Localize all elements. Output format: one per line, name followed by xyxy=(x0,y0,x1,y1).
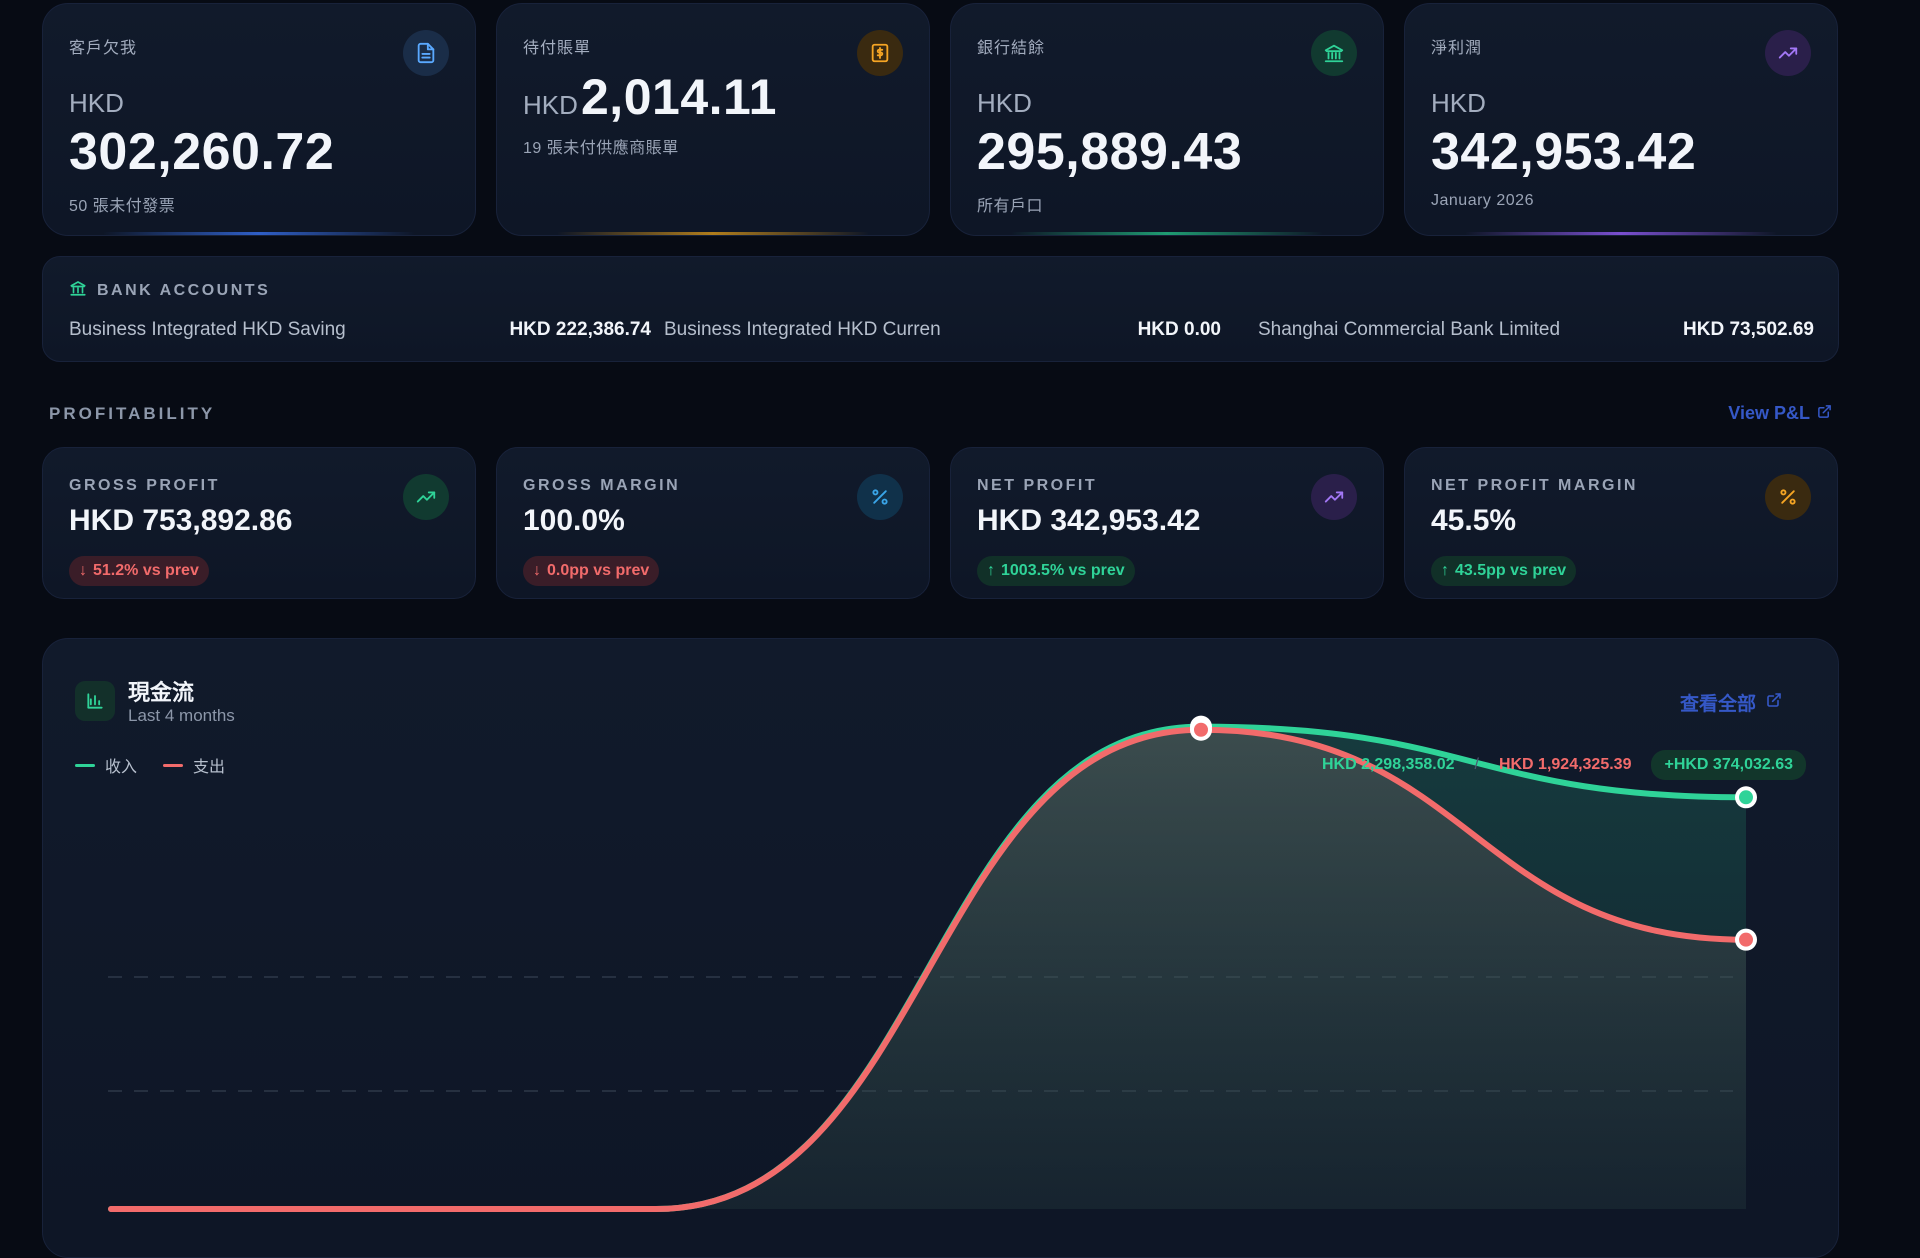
stat-currency: HKD xyxy=(523,90,578,120)
bank-icon xyxy=(69,279,87,302)
bank-account-row[interactable]: Shanghai Commercial Bank Limited HKD 73,… xyxy=(1258,317,1814,343)
percent-icon xyxy=(1765,474,1811,520)
legend-label: 收入 xyxy=(105,759,138,776)
stat-label: 客戶欠我 xyxy=(69,40,138,57)
net-cashflow-badge: +HKD 374,032.63 xyxy=(1651,750,1806,780)
bar-chart-icon xyxy=(75,681,115,721)
bank-icon xyxy=(1311,30,1357,76)
stat-label: 待付賬單 xyxy=(523,40,592,57)
bank-account-name: Shanghai Commercial Bank Limited xyxy=(1258,319,1561,340)
external-link-icon xyxy=(1817,403,1832,424)
cashflow-totals: HKD 2,298,358.02 / HKD 1,924,325.39 +HKD… xyxy=(1322,750,1806,780)
stat-subtext: 所有戶口 xyxy=(977,198,1044,215)
arrow-up-icon: ↑ xyxy=(1441,562,1449,579)
profit-label: GROSS MARGIN xyxy=(523,477,681,494)
stat-label: 淨利潤 xyxy=(1431,40,1483,57)
stat-value: 342,953.42 xyxy=(1431,123,1697,181)
arrow-up-icon: ↑ xyxy=(987,562,995,579)
bank-account-name: Business Integrated HKD Saving xyxy=(69,319,346,340)
cashflow-title: 現金流 xyxy=(128,680,195,705)
cashflow-chart xyxy=(108,715,1757,1212)
arrow-down-icon: ↓ xyxy=(79,562,87,579)
profit-value: 45.5% xyxy=(1431,504,1517,537)
profit-value: 100.0% xyxy=(523,504,625,537)
bank-accounts-title: BANK ACCOUNTS xyxy=(97,281,271,299)
profit-value: HKD 753,892.86 xyxy=(69,504,293,537)
legend-item-expense[interactable]: 支出 xyxy=(163,753,225,777)
legend-label: 支出 xyxy=(193,759,226,776)
bank-account-row[interactable]: Business Integrated HKD Saving HKD 222,3… xyxy=(69,317,651,343)
change-text: 0.0pp vs prev xyxy=(547,562,650,579)
change-badge: ↑ 1003.5% vs prev xyxy=(977,556,1135,586)
cashflow-subtitle: Last 4 months xyxy=(128,706,235,725)
change-text: 1003.5% vs prev xyxy=(1001,562,1125,579)
expense-point xyxy=(1194,722,1208,737)
stat-card-receivables[interactable]: 客戶欠我 HKD 302,260.72 50 張未付發票 xyxy=(42,3,476,236)
legend-item-income[interactable]: 收入 xyxy=(75,753,137,777)
chart-legend: 收入 支出 xyxy=(75,753,225,777)
profit-card-gross-profit[interactable]: GROSS PROFIT HKD 753,892.86 ↓ 51.2% vs p… xyxy=(42,447,476,599)
trend-up-icon xyxy=(1765,30,1811,76)
view-all-label: 查看全部 xyxy=(1679,694,1756,715)
profit-value: HKD 342,953.42 xyxy=(977,504,1201,537)
profit-card-net-profit-margin[interactable]: NET PROFIT MARGIN 45.5% ↑ 43.5pp vs prev xyxy=(1404,447,1838,599)
card-accent-line xyxy=(1011,232,1323,235)
bank-accounts-heading: BANK ACCOUNTS xyxy=(69,279,270,302)
cashflow-panel: 現金流 Last 4 months 查看全部 收入 支出 HKD 2,298,3… xyxy=(42,638,1839,1258)
totals-separator: / xyxy=(1474,756,1479,773)
dollar-bill-icon xyxy=(857,30,903,76)
income-point xyxy=(1739,790,1753,805)
change-badge: ↑ 43.5pp vs prev xyxy=(1431,556,1577,586)
profit-card-net-profit[interactable]: NET PROFIT HKD 342,953.42 ↑ 1003.5% vs p… xyxy=(950,447,1384,599)
change-badge: ↓ 51.2% vs prev xyxy=(69,556,209,586)
card-accent-line xyxy=(557,232,869,235)
bank-account-amount: HKD 222,386.74 xyxy=(509,319,651,340)
view-pl-link[interactable]: View P&L xyxy=(1728,403,1832,424)
stat-value: 2,014.11 xyxy=(581,69,777,125)
stat-currency: HKD xyxy=(977,88,1032,118)
profit-label: NET PROFIT xyxy=(977,477,1098,494)
stat-subtext: January 2026 xyxy=(1431,192,1534,209)
profit-label: NET PROFIT MARGIN xyxy=(1431,477,1638,494)
document-icon xyxy=(403,30,449,76)
profit-card-gross-margin[interactable]: GROSS MARGIN 100.0% ↓ 0.0pp vs prev xyxy=(496,447,930,599)
external-link-icon xyxy=(1766,692,1782,714)
stat-value: 302,260.72 xyxy=(69,123,335,181)
change-badge: ↓ 0.0pp vs prev xyxy=(523,556,660,586)
stat-subtext: 19 張未付供應商賬單 xyxy=(523,140,679,157)
stat-currency: HKD xyxy=(1431,88,1486,118)
view-all-link[interactable]: 查看全部 xyxy=(1680,689,1782,716)
profitability-heading: PROFITABILITY xyxy=(49,404,216,423)
change-text: 51.2% vs prev xyxy=(93,562,199,579)
trend-up-icon xyxy=(1311,474,1357,520)
stat-card-bank-balance[interactable]: 銀行結餘 HKD 295,889.43 所有戶口 xyxy=(950,3,1384,236)
legend-swatch xyxy=(163,763,184,767)
profit-label: GROSS PROFIT xyxy=(69,477,220,494)
expense-point xyxy=(1739,932,1753,947)
total-expense: HKD 1,924,325.39 xyxy=(1498,756,1632,773)
arrow-down-icon: ↓ xyxy=(533,562,541,579)
bank-account-name: Business Integrated HKD Curren xyxy=(664,319,941,340)
view-pl-label: View P&L xyxy=(1728,403,1810,423)
legend-swatch xyxy=(75,763,95,767)
card-accent-line xyxy=(103,232,415,235)
bank-account-row[interactable]: Business Integrated HKD Curren HKD 0.00 xyxy=(664,317,1221,343)
bank-account-amount: HKD 73,502.69 xyxy=(1683,319,1814,340)
stat-card-payables[interactable]: 待付賬單 HKD 2,014.11 19 張未付供應商賬單 xyxy=(496,3,930,236)
total-income: HKD 2,298,358.02 xyxy=(1321,756,1455,773)
bank-account-amount: HKD 0.00 xyxy=(1137,319,1221,340)
stat-label: 銀行結餘 xyxy=(977,40,1046,57)
bank-accounts-panel: BANK ACCOUNTS Business Integrated HKD Sa… xyxy=(42,256,1839,362)
change-text: 43.5pp vs prev xyxy=(1455,562,1567,579)
stat-subtext: 50 張未付發票 xyxy=(69,198,176,215)
stat-card-net-profit[interactable]: 淨利潤 HKD 342,953.42 January 2026 xyxy=(1404,3,1838,236)
stat-value: 295,889.43 xyxy=(977,123,1243,181)
stat-currency: HKD xyxy=(69,88,124,118)
percent-icon xyxy=(857,474,903,520)
trend-up-icon xyxy=(403,474,449,520)
card-accent-line xyxy=(1465,232,1777,235)
